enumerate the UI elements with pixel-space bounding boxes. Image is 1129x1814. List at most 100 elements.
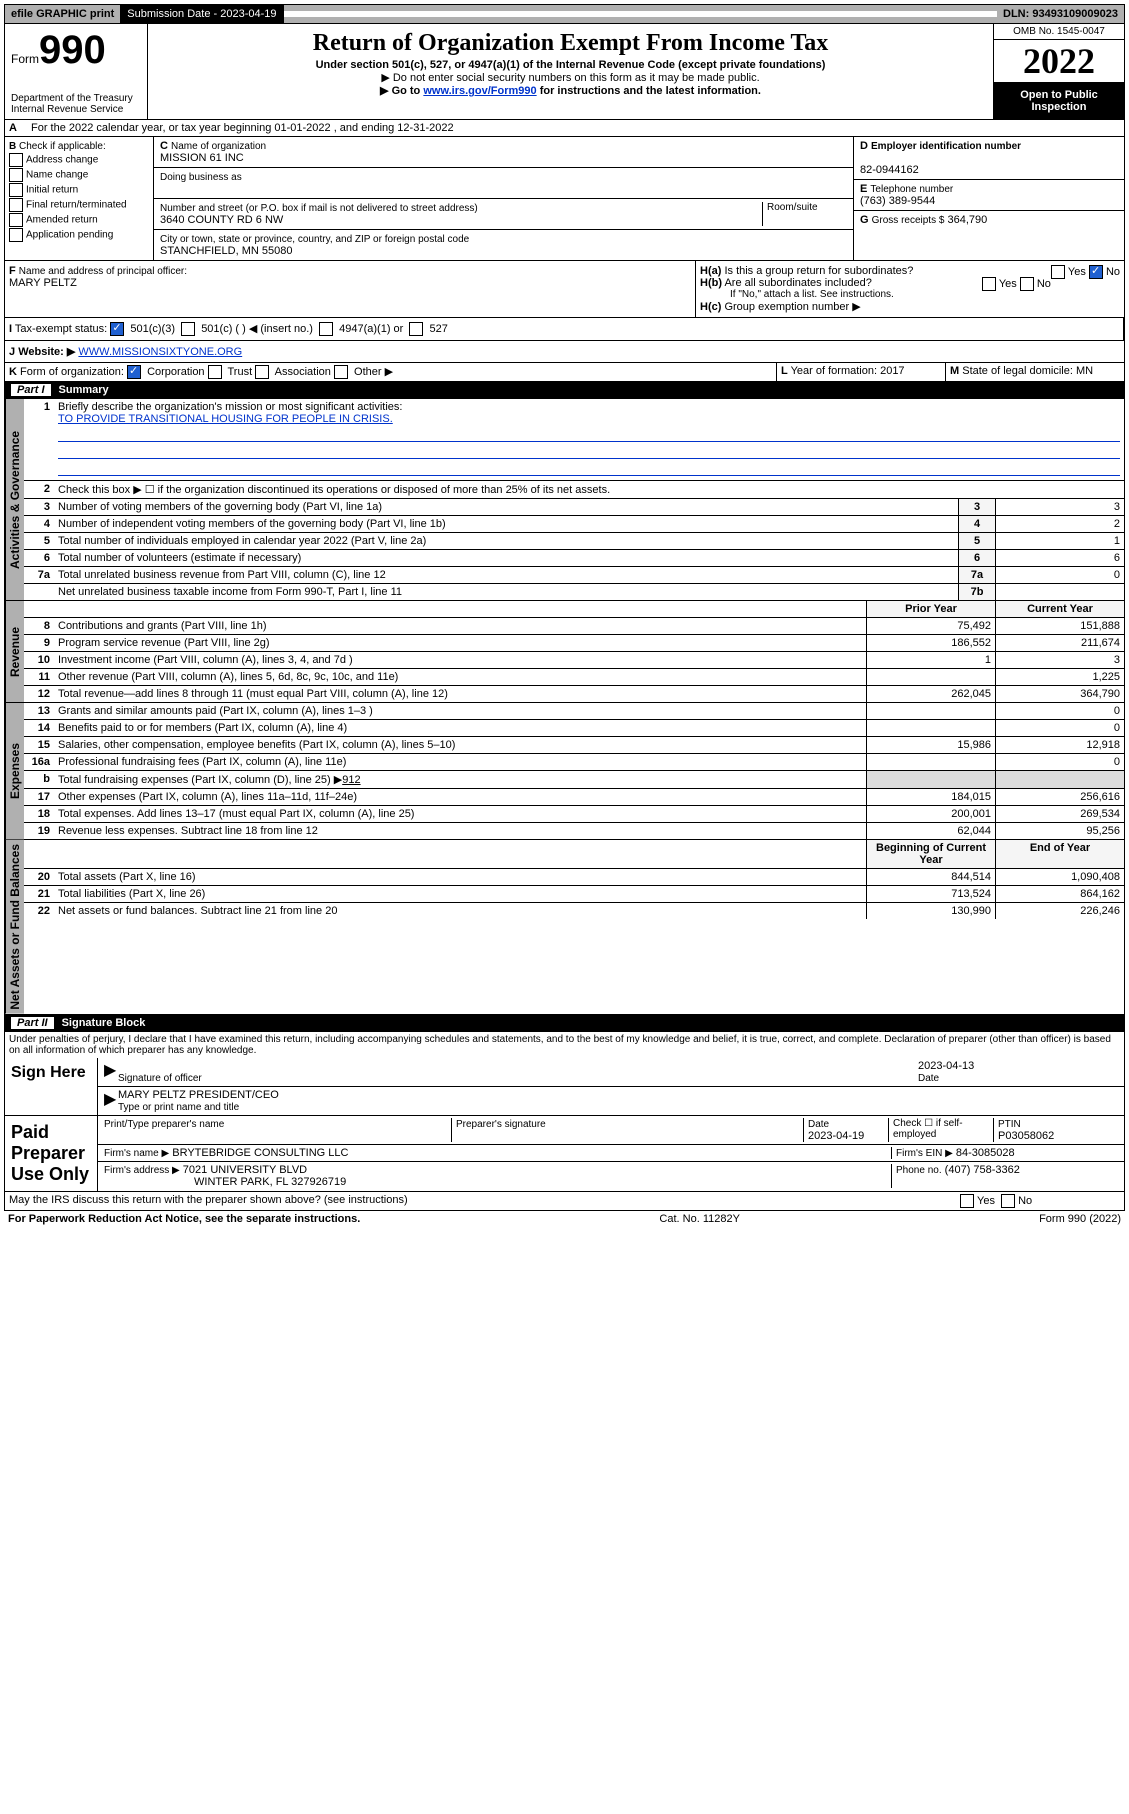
letter-hb: H(b): [700, 277, 722, 289]
chk-address[interactable]: Address change: [9, 153, 149, 167]
letter-l: L: [781, 365, 788, 377]
cat-no: Cat. No. 11282Y: [360, 1213, 1039, 1225]
chk-501c[interactable]: [181, 322, 195, 336]
ha-yes[interactable]: [1051, 265, 1065, 279]
firm-ein: 84-3085028: [956, 1147, 1015, 1159]
omb-number: OMB No. 1545-0047: [994, 24, 1124, 40]
tax-year-line: For the 2022 calendar year, or tax year …: [27, 120, 458, 136]
irs-label: Internal Revenue Service: [11, 104, 141, 115]
ein: 82-0944162: [860, 164, 919, 176]
chk-corp[interactable]: [127, 365, 141, 379]
dept-treasury: Department of the Treasury: [11, 93, 141, 104]
dln: DLN: 93493109009023: [997, 5, 1124, 23]
arrow-icon: ▶: [104, 1060, 118, 1084]
form-header: Form990 Department of the Treasury Inter…: [4, 24, 1125, 120]
hb-yes[interactable]: [982, 277, 996, 291]
website-link[interactable]: WWW.MISSIONSIXTYONE.ORG: [78, 346, 242, 358]
open-inspection: Open to Public Inspection: [994, 82, 1124, 119]
firm-addr1: 7021 UNIVERSITY BLVD: [183, 1164, 307, 1176]
part2-bar: Part II Signature Block: [4, 1015, 1125, 1032]
letter-hc: H(c): [700, 301, 721, 313]
firm-addr2: WINTER PARK, FL 327926719: [104, 1176, 346, 1188]
line-a: A For the 2022 calendar year, or tax yea…: [4, 120, 1125, 137]
letter-g: G: [860, 214, 869, 226]
form-title: Return of Organization Exempt From Incom…: [154, 30, 987, 57]
ha-no[interactable]: [1089, 265, 1103, 279]
identity-section: B Check if applicable: Address change Na…: [4, 137, 1125, 363]
may-yes[interactable]: [960, 1194, 974, 1208]
form-number: 990: [39, 28, 106, 72]
efile-label[interactable]: efile GRAPHIC print: [5, 5, 121, 23]
note-ssn: Do not enter social security numbers on …: [154, 71, 987, 84]
sig-date: 2023-04-13: [918, 1060, 974, 1072]
v4: 2: [996, 516, 1125, 533]
part1-bar: Part I Summary: [4, 382, 1125, 399]
letter-a: A: [5, 120, 27, 136]
officer-name-title: MARY PELTZ PRESIDENT/CEO: [118, 1089, 279, 1101]
letter-k: K: [9, 366, 17, 378]
sign-here-block: Sign Here ▶ Signature of officer 2023-04…: [4, 1058, 1125, 1116]
letter-ha: H(a): [700, 265, 721, 277]
hb-note: If "No," attach a list. See instructions…: [700, 289, 1120, 300]
telephone: (763) 389-9544: [860, 195, 935, 207]
may-irs-discuss: May the IRS discuss this return with the…: [5, 1192, 956, 1210]
v5: 1: [996, 533, 1125, 550]
col-b-checks: B Check if applicable: Address change Na…: [5, 137, 154, 260]
chk-initial[interactable]: Initial return: [9, 183, 149, 197]
page-footer: For Paperwork Reduction Act Notice, see …: [4, 1211, 1125, 1227]
tax-year: 2022: [994, 40, 1124, 82]
chk-name[interactable]: Name change: [9, 168, 149, 182]
year-formation: 2017: [880, 365, 904, 377]
chk-amended[interactable]: Amended return: [9, 213, 149, 227]
form-label: Form: [11, 52, 39, 66]
org-name: MISSION 61 INC: [160, 152, 244, 164]
chk-pending[interactable]: Application pending: [9, 228, 149, 242]
spacer: [284, 11, 998, 17]
hb-no[interactable]: [1020, 277, 1034, 291]
firm-name: BRYTEBRIDGE CONSULTING LLC: [172, 1147, 348, 1159]
v3: 3: [996, 499, 1125, 516]
v7a: 0: [996, 567, 1125, 584]
officer-name: MARY PELTZ: [9, 277, 77, 289]
letter-b: B: [9, 141, 16, 152]
letter-f: F: [9, 265, 16, 277]
room-suite: Room/suite: [762, 202, 847, 226]
revenue-block: Revenue Prior YearCurrent Year 8Contribu…: [4, 601, 1125, 703]
v6: 6: [996, 550, 1125, 567]
paid-preparer-label: Paid Preparer Use Only: [5, 1116, 98, 1191]
letter-m: M: [950, 365, 959, 377]
chk-trust[interactable]: [208, 365, 222, 379]
tab-expenses: Expenses: [5, 703, 24, 839]
chk-527[interactable]: [409, 322, 423, 336]
letter-e: E: [860, 183, 867, 195]
street: 3640 COUNTY RD 6 NW: [160, 214, 283, 226]
dba-label: Doing business as: [160, 172, 242, 183]
chk-4947[interactable]: [319, 322, 333, 336]
state-domicile: MN: [1076, 365, 1093, 377]
arrow-icon: ▶: [104, 1089, 118, 1113]
penalties-text: Under penalties of perjury, I declare th…: [4, 1032, 1125, 1058]
letter-j: J: [9, 346, 15, 358]
form-ref: Form 990 (2022): [1039, 1213, 1121, 1225]
tab-governance: Activities & Governance: [5, 399, 24, 600]
note-goto: Go to www.irs.gov/Form990 for instructio…: [154, 84, 987, 97]
tab-netassets: Net Assets or Fund Balances: [5, 840, 24, 1014]
firm-phone: (407) 758-3362: [945, 1164, 1020, 1176]
v7b: [996, 584, 1125, 601]
top-toolbar: efile GRAPHIC print Submission Date - 20…: [4, 4, 1125, 24]
irs-link[interactable]: www.irs.gov/Form990: [423, 85, 536, 97]
city-state-zip: STANCHFIELD, MN 55080: [160, 245, 292, 257]
letter-i: I: [9, 323, 12, 335]
chk-final[interactable]: Final return/terminated: [9, 198, 149, 212]
letter-c: C: [160, 140, 168, 152]
sign-here-label: Sign Here: [5, 1058, 98, 1115]
paid-preparer-block: Paid Preparer Use Only Print/Type prepar…: [4, 1116, 1125, 1192]
expenses-block: Expenses 13Grants and similar amounts pa…: [4, 703, 1125, 840]
chk-other[interactable]: [334, 365, 348, 379]
chk-assoc[interactable]: [255, 365, 269, 379]
governance-block: Activities & Governance 1 Briefly descri…: [4, 399, 1125, 601]
submission-date: Submission Date - 2023-04-19: [121, 5, 283, 23]
chk-501c3[interactable]: [110, 322, 124, 336]
may-no[interactable]: [1001, 1194, 1015, 1208]
form-subtitle: Under section 501(c), 527, or 4947(a)(1)…: [154, 59, 987, 71]
